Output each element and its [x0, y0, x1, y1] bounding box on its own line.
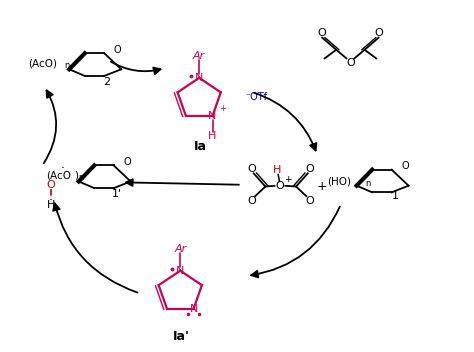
Text: (AcO): (AcO)	[28, 59, 57, 69]
Text: n: n	[365, 179, 371, 188]
Text: ): )	[74, 170, 78, 180]
Text: ·: ·	[61, 163, 64, 176]
Text: N: N	[209, 111, 217, 121]
Text: O: O	[123, 157, 131, 167]
Text: O: O	[305, 196, 314, 206]
Text: O: O	[114, 45, 121, 55]
Text: n: n	[64, 61, 70, 70]
Text: +: +	[317, 180, 328, 193]
Text: (AcO: (AcO	[46, 170, 72, 180]
Text: O: O	[374, 28, 383, 38]
Text: Ar: Ar	[174, 244, 186, 254]
Text: O: O	[46, 180, 55, 190]
Text: Ar: Ar	[193, 51, 205, 61]
Text: O: O	[305, 164, 314, 174]
Text: N: N	[190, 304, 198, 314]
Text: 1': 1'	[111, 189, 121, 199]
Text: O: O	[401, 161, 409, 171]
Text: (HO): (HO)	[328, 177, 351, 187]
Text: O: O	[275, 181, 284, 191]
Text: O: O	[318, 28, 327, 38]
Text: 1: 1	[392, 191, 399, 201]
Text: H: H	[273, 165, 282, 175]
Text: +: +	[284, 175, 292, 184]
Text: +: +	[219, 104, 227, 113]
Text: Ia: Ia	[194, 140, 207, 153]
Text: Ia': Ia'	[173, 330, 190, 343]
Text: H: H	[209, 131, 217, 141]
Text: O: O	[346, 58, 355, 68]
Text: N: N	[176, 266, 184, 276]
Text: N: N	[195, 73, 203, 83]
Text: 2: 2	[103, 77, 110, 87]
Text: O: O	[248, 164, 256, 174]
Text: n: n	[78, 172, 84, 182]
Text: ⁻OTf: ⁻OTf	[246, 92, 267, 102]
Text: O: O	[248, 196, 256, 206]
Text: H: H	[46, 200, 55, 210]
